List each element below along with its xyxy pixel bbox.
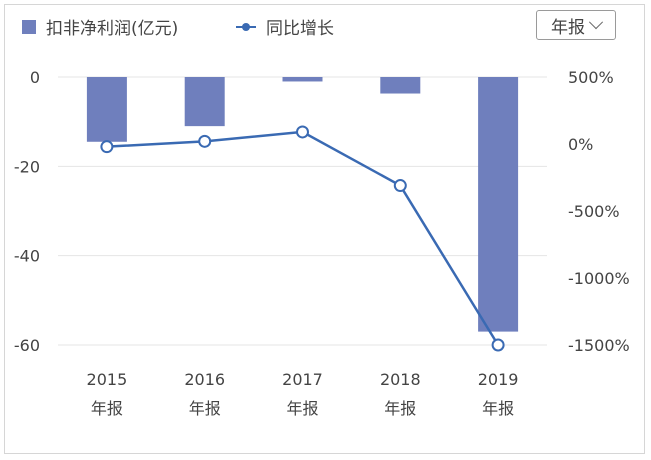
x-tick-sublabel: 年报 xyxy=(91,399,123,418)
bar xyxy=(282,77,323,82)
growth-point xyxy=(296,125,309,139)
y-left-tick-label: -60 xyxy=(14,336,40,355)
y-left-tick-label: -40 xyxy=(14,247,40,266)
legend-bar-swatch xyxy=(22,19,36,34)
x-tick-sublabel: 年报 xyxy=(286,399,318,418)
growth-point xyxy=(198,134,212,148)
y-right-tick-label: -1500% xyxy=(568,336,630,355)
period-select-value: 年报 xyxy=(551,17,585,38)
x-tick-sublabel: 年报 xyxy=(384,399,416,418)
legend-label-yoy-growth: 同比增长 xyxy=(266,19,334,39)
bar xyxy=(184,77,225,127)
x-tick-label: 2015 xyxy=(87,370,128,389)
legend-label-net-profit: 扣非净利润(亿元) xyxy=(46,19,179,39)
y-right-tick-label: -500% xyxy=(568,202,620,221)
y-left-tick-label: -20 xyxy=(14,157,40,176)
y-right-tick-label: 500% xyxy=(568,68,614,87)
bar xyxy=(86,77,127,142)
bar xyxy=(478,77,519,332)
growth-point xyxy=(393,179,407,193)
legend-item-net-profit[interactable]: 扣非净利润(亿元) xyxy=(22,14,178,39)
x-tick-label: 2016 xyxy=(184,370,225,389)
bar xyxy=(380,77,421,94)
y-right-tick-label: -1000% xyxy=(568,269,630,288)
y-right-tick-label: 0% xyxy=(568,135,593,154)
growth-point xyxy=(100,140,114,154)
y-left-tick-label: 0 xyxy=(30,68,40,87)
x-tick-label: 2017 xyxy=(282,370,323,389)
period-select[interactable]: 年报 xyxy=(536,10,616,40)
x-tick-sublabel: 年报 xyxy=(482,399,514,418)
x-tick-label: 2018 xyxy=(380,370,421,389)
growth-line xyxy=(106,130,500,346)
growth-point xyxy=(491,338,505,352)
x-tick-label: 2019 xyxy=(478,370,519,389)
x-tick-sublabel: 年报 xyxy=(189,399,221,418)
legend-line-swatch xyxy=(236,20,256,34)
legend-item-yoy-growth[interactable]: 同比增长 xyxy=(236,14,334,39)
